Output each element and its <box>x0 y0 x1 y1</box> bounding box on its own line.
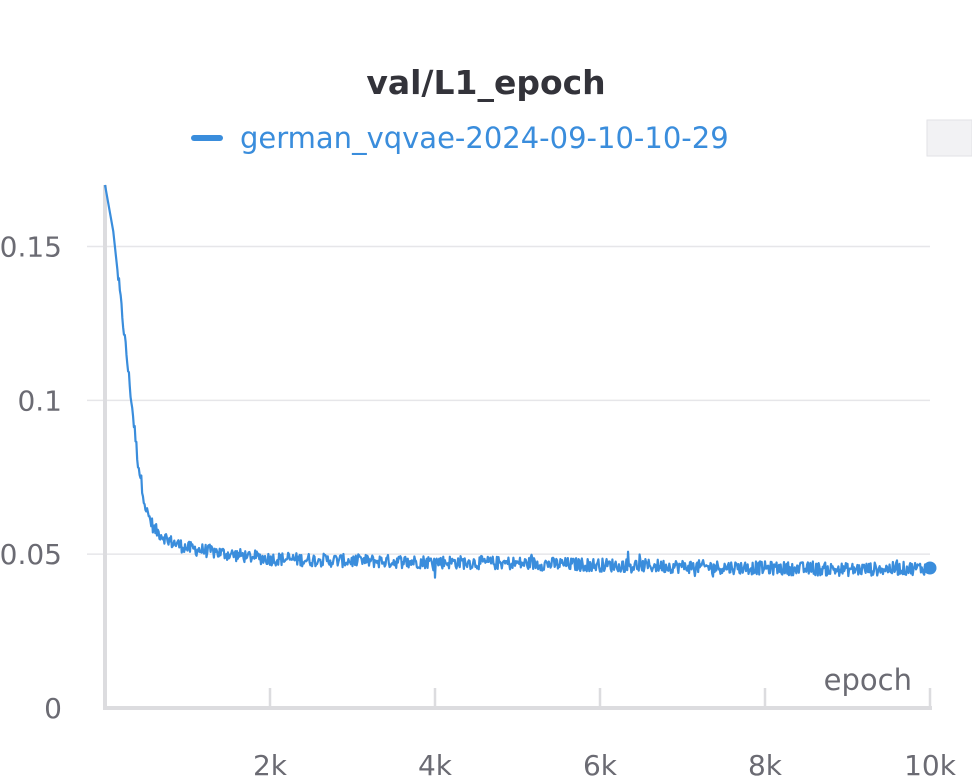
x-axis-title: epoch <box>824 663 912 697</box>
legend[interactable]: german_vqvae-2024-09-10-10-29 <box>191 121 729 155</box>
axes <box>103 185 932 710</box>
series-layer <box>103 184 937 579</box>
chart-title: val/L1_epoch <box>366 63 605 102</box>
y-tick-labels: 0 0.05 0.1 0.15 <box>0 231 62 725</box>
y-tick-label: 0.15 <box>0 231 62 264</box>
y-tick-label: 0.1 <box>17 384 62 417</box>
y-tick-label: 0 <box>44 692 62 725</box>
series-end-point <box>923 561 937 575</box>
x-tick-label: 6k <box>583 749 618 782</box>
legend-scroll-handle[interactable] <box>926 119 972 157</box>
gridlines <box>87 245 930 555</box>
x-tick-label: 4k <box>418 749 453 782</box>
x-tick-label: 2k <box>253 749 288 782</box>
x-tick-label: 10k <box>904 749 957 782</box>
x-tick-labels: 2k 4k 6k 8k 10k <box>253 749 957 782</box>
legend-label[interactable]: german_vqvae-2024-09-10-10-29 <box>240 121 729 155</box>
series-line <box>103 184 932 579</box>
x-tick-label: 8k <box>748 749 783 782</box>
y-tick-label: 0.05 <box>0 538 62 571</box>
